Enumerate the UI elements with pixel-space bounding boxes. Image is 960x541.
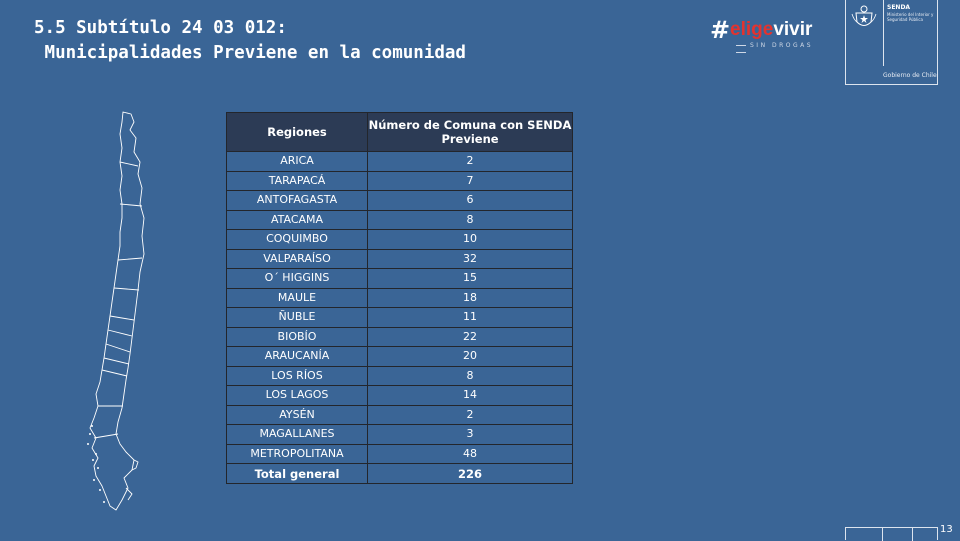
- value-cell: 32: [367, 248, 573, 269]
- table-row: ARICA 2: [226, 151, 573, 172]
- value-cell: 10: [367, 229, 573, 250]
- table-row: MAULE 18: [226, 287, 573, 308]
- ministry-label: Ministerio del Interior y Seguridad Públ…: [887, 12, 934, 22]
- total-row: Total general 226: [226, 463, 573, 484]
- table-row: LOS RÍOS 8: [226, 365, 573, 386]
- region-cell: LOS RÍOS: [226, 365, 368, 386]
- table-row: O´ HIGGINS 15: [226, 268, 573, 289]
- region-cell: BIOBÍO: [226, 326, 368, 347]
- value-cell: 22: [367, 326, 573, 347]
- chile-map-image: [87, 111, 145, 511]
- table-row: LOS LAGOS 14: [226, 385, 573, 406]
- region-cell: MAGALLANES: [226, 424, 368, 445]
- total-value: 226: [367, 463, 573, 484]
- senda-label: SENDA: [887, 4, 911, 11]
- table-header-row: Regiones Número de Comuna con SENDA Prev…: [226, 112, 573, 152]
- logo-divider: [883, 0, 884, 66]
- regions-table: Regiones Número de Comuna con SENDA Prev…: [226, 112, 573, 484]
- table-row: AYSÉN 2: [226, 404, 573, 425]
- table-row: ÑUBLE 11: [226, 307, 573, 328]
- table-row: ARAUCANÍA 20: [226, 346, 573, 367]
- region-cell: MAULE: [226, 287, 368, 308]
- table-row: COQUIMBO 10: [226, 229, 573, 250]
- logo-wordmark: eligevivir: [730, 19, 812, 41]
- gobierno-label: Gobierno de Chile: [883, 72, 937, 79]
- footer-divider: [912, 528, 913, 541]
- value-cell: 48: [367, 443, 573, 464]
- government-logo: SENDA Ministerio del Interior y Segurida…: [845, 0, 938, 85]
- table-row: ANTOFAGASTA 6: [226, 190, 573, 211]
- page-number: 13: [940, 524, 953, 535]
- region-cell: LOS LAGOS: [226, 385, 368, 406]
- logo-tagline: SIN DROGAS: [732, 42, 820, 56]
- region-cell: O´ HIGGINS: [226, 268, 368, 289]
- header-regiones: Regiones: [226, 112, 368, 152]
- table-row: MAGALLANES 3: [226, 424, 573, 445]
- region-cell: COQUIMBO: [226, 229, 368, 250]
- value-cell: 14: [367, 385, 573, 406]
- logo-word-vivir: vivir: [773, 19, 813, 40]
- logo-word-elige: elige: [730, 19, 774, 40]
- table-row: TARAPACÁ 7: [226, 170, 573, 191]
- region-cell: VALPARAÍSO: [226, 248, 368, 269]
- value-cell: 8: [367, 365, 573, 386]
- slide-title: 5.5 Subtítulo 24 03 012: Municipalidades…: [34, 16, 466, 66]
- table-row: METROPOLITANA 48: [226, 443, 573, 464]
- eligevivir-logo: # eligevivir SIN DROGAS: [710, 16, 820, 50]
- table-row: ATACAMA 8: [226, 209, 573, 230]
- region-cell: ANTOFAGASTA: [226, 190, 368, 211]
- region-cell: ATACAMA: [226, 209, 368, 230]
- coat-of-arms-icon: [851, 5, 877, 26]
- value-cell: 6: [367, 190, 573, 211]
- region-cell: METROPOLITANA: [226, 443, 368, 464]
- region-cell: AYSÉN: [226, 404, 368, 425]
- slide-title-line-1: 5.5 Subtítulo 24 03 012:: [34, 18, 287, 38]
- value-cell: 3: [367, 424, 573, 445]
- header-numero-comuna: Número de Comuna con SENDA Previene: [367, 112, 573, 152]
- region-cell: ARAUCANÍA: [226, 346, 368, 367]
- value-cell: 11: [367, 307, 573, 328]
- region-cell: ARICA: [226, 151, 368, 172]
- value-cell: 15: [367, 268, 573, 289]
- slide-title-line-2: Municipalidades Previene en la comunidad: [34, 43, 466, 63]
- footer-decoration: [845, 527, 938, 541]
- hashtag-symbol: #: [710, 16, 731, 44]
- table-row: VALPARAÍSO 32: [226, 248, 573, 269]
- total-label: Total general: [226, 463, 368, 484]
- footer-divider: [882, 528, 883, 541]
- value-cell: 18: [367, 287, 573, 308]
- value-cell: 20: [367, 346, 573, 367]
- value-cell: 2: [367, 151, 573, 172]
- value-cell: 2: [367, 404, 573, 425]
- value-cell: 7: [367, 170, 573, 191]
- value-cell: 8: [367, 209, 573, 230]
- region-cell: TARAPACÁ: [226, 170, 368, 191]
- region-cell: ÑUBLE: [226, 307, 368, 328]
- table-row: BIOBÍO 22: [226, 326, 573, 347]
